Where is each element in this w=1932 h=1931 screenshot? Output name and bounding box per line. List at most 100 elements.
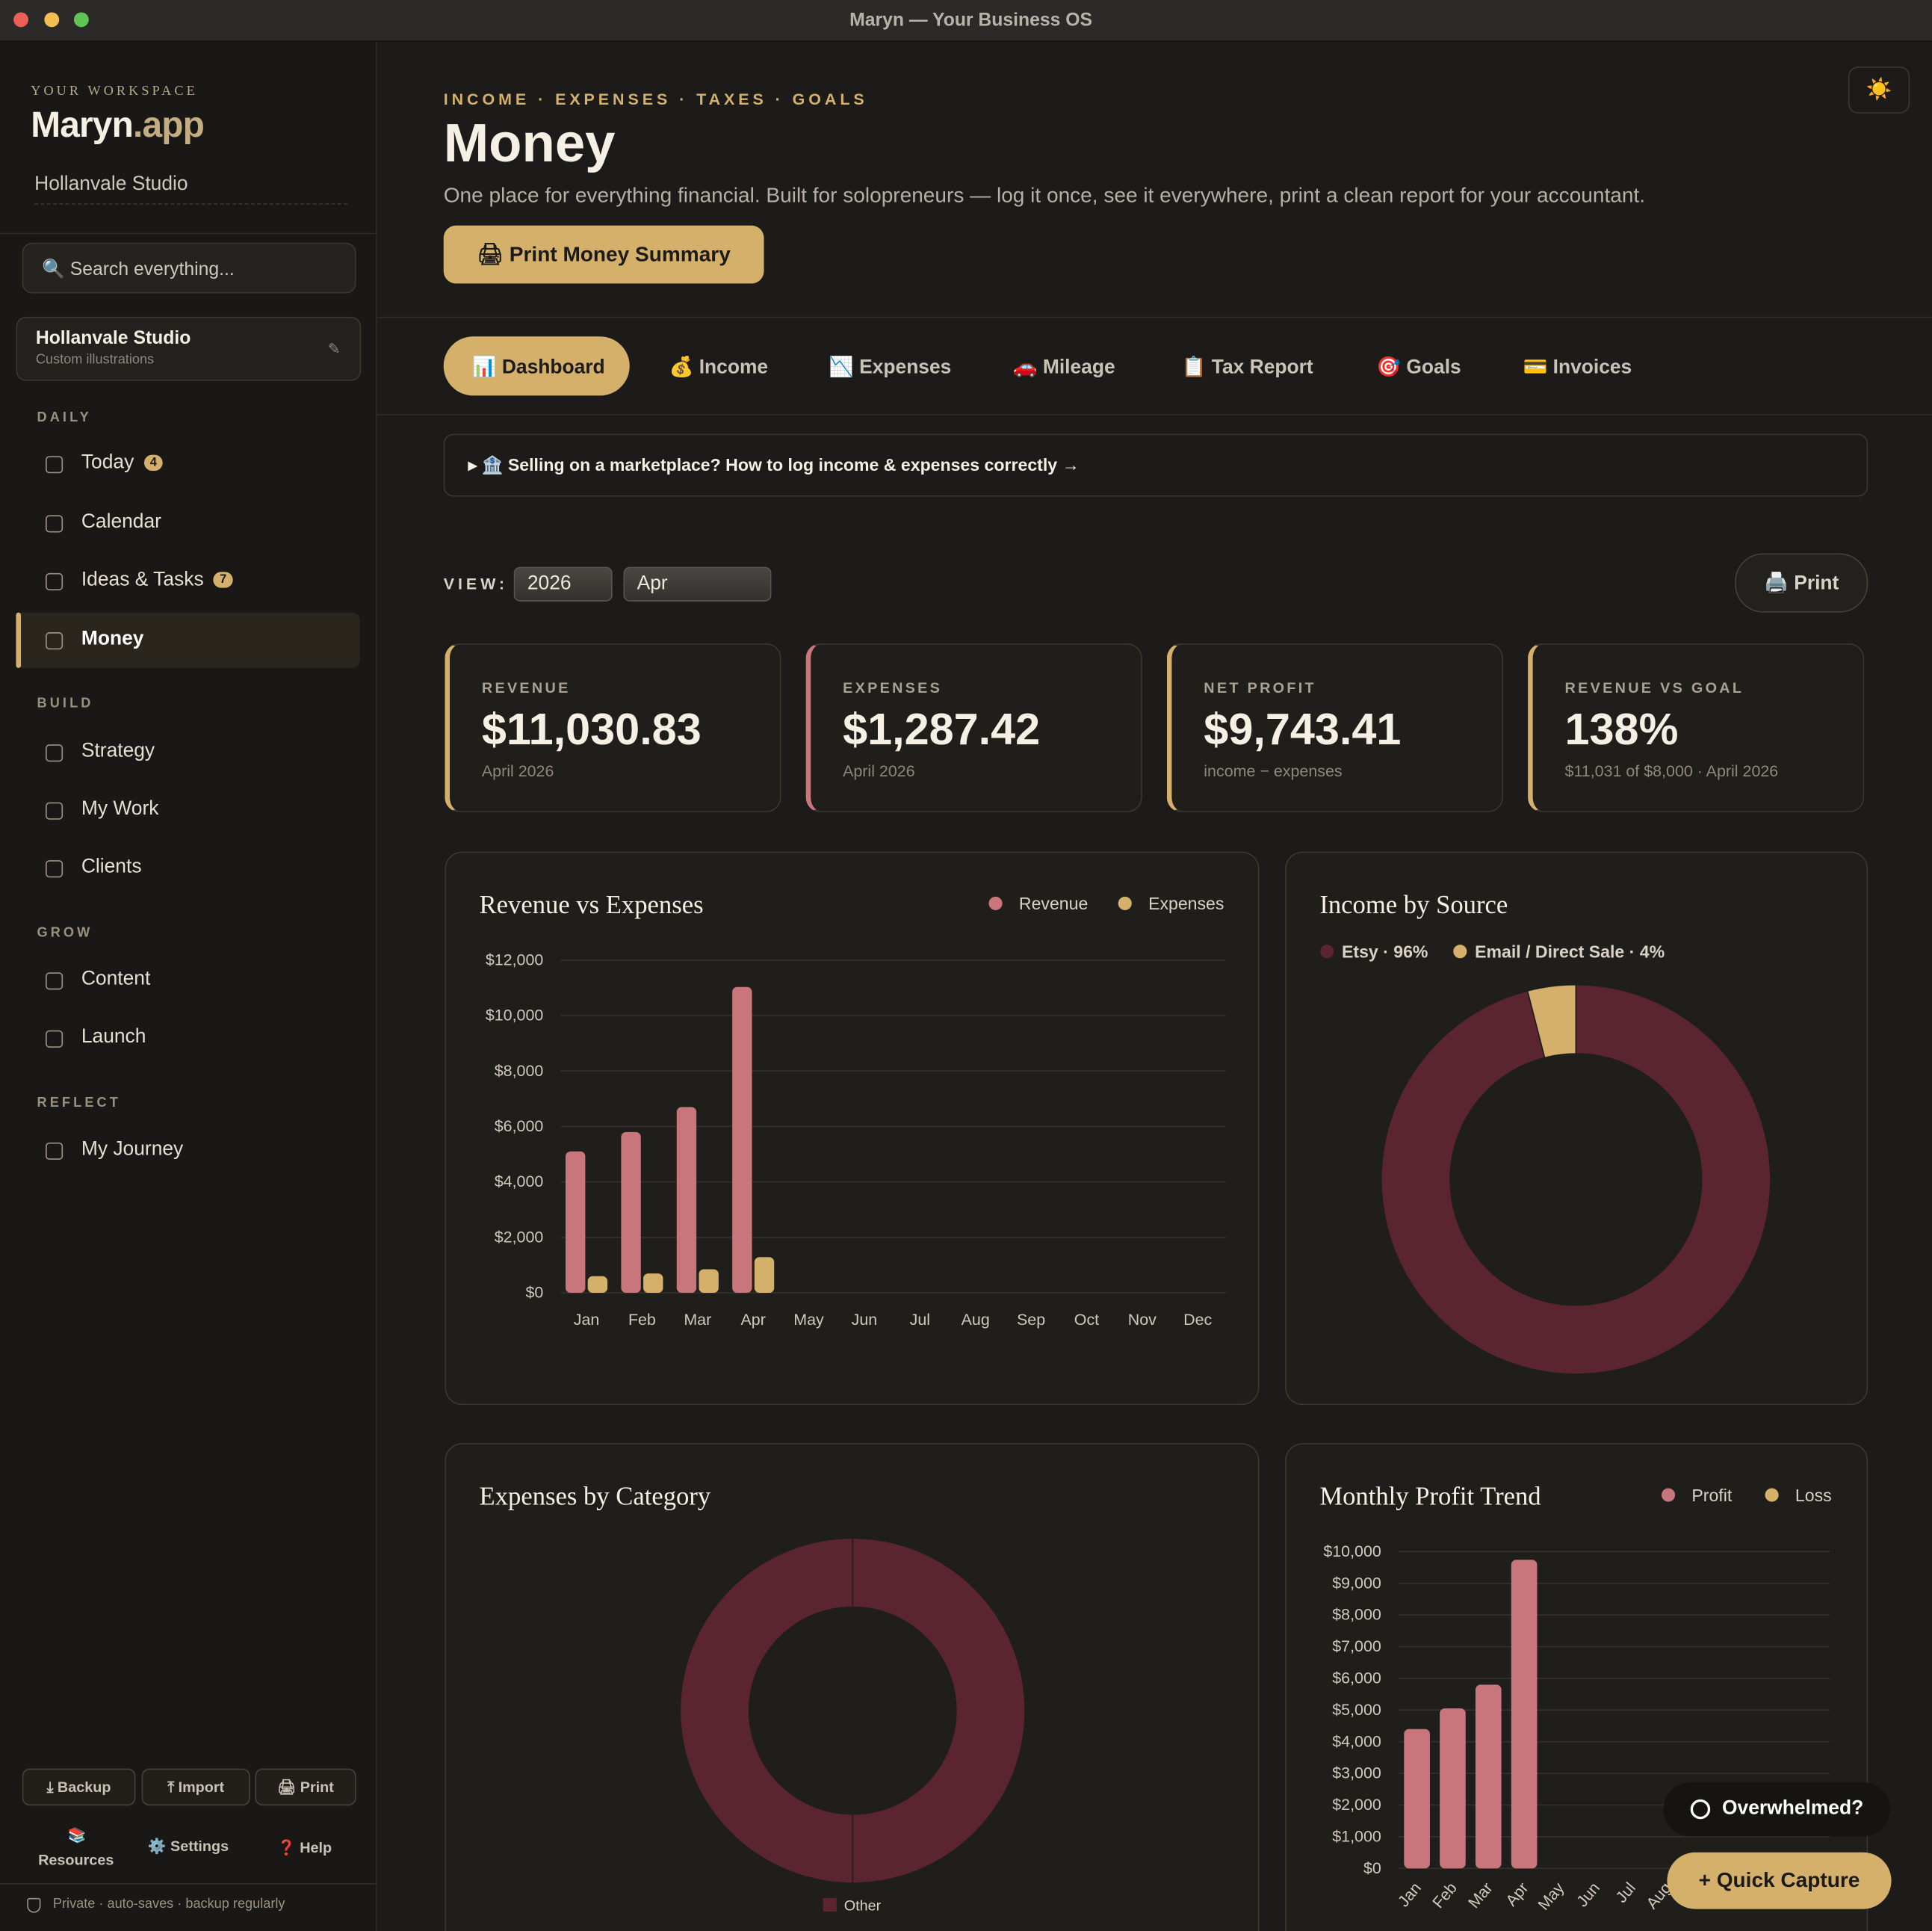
help-link[interactable]: ❓ Help [277,1838,332,1856]
y-tick-label: $9,000 [1332,1574,1381,1592]
title-bar [0,0,1932,43]
nav-item[interactable]: My Work [81,798,159,820]
active-item-bar [16,612,22,668]
nav-item[interactable]: Strategy [81,741,155,762]
import-button[interactable]: ⤒ Import [141,1768,250,1806]
y-tick-label: $0 [1363,1859,1381,1877]
account-switcher[interactable] [16,316,362,381]
donut-slice [679,1537,1026,1884]
nav-icon [46,1142,64,1160]
card-label: NET PROFIT [1204,679,1316,696]
card-value: $1,287.42 [843,703,1041,755]
workspace-name: Hollanvale Studio [34,173,188,195]
section-label: GROW [37,925,93,941]
legend-swatch [1453,945,1467,959]
page-title: Money [443,113,616,174]
divider [0,1883,377,1885]
donut-slice [1526,983,1577,1059]
nav-icon [46,632,64,650]
bar [732,986,752,1294]
legend-label: Expenses [1148,894,1224,913]
year-select[interactable]: 2026 [513,566,613,602]
notice-text: ▸ 🏦 Selling on a marketplace? How to log… [468,454,1080,475]
nav-icon [46,515,64,533]
chart-title: Expenses by Category [480,1483,711,1511]
nav-item[interactable]: Ideas & Tasks 7 [81,569,233,592]
nav-icon [46,572,64,590]
nav-item[interactable]: Today 4 [81,452,164,475]
close-button[interactable] [13,12,28,28]
x-tick-label: Feb [628,1311,656,1329]
tab[interactable]: 📋 Tax Report [1181,357,1313,379]
tab[interactable]: 💳 Invoices [1523,357,1632,379]
notice-box[interactable] [443,433,1868,497]
settings-link[interactable]: ⚙️ Settings [147,1838,229,1856]
shield-icon [27,1897,41,1913]
page-subtitle: One place for everything financial. Buil… [443,183,1646,208]
chart-card [1285,1443,1868,1931]
chart-title: Monthly Profit Trend [1319,1483,1541,1511]
tab[interactable]: 💰 Income [669,357,769,379]
nav-item[interactable]: Content [81,968,151,990]
nav-icon [46,456,64,474]
legend-label: Email / Direct Sale · 4% [1475,942,1665,961]
tab[interactable]: 📊 Dashboard [471,357,605,379]
x-tick-label: May [1535,1879,1568,1914]
nav-icon [46,802,64,820]
y-tick-label: $2,000 [495,1228,544,1246]
zoom-button[interactable] [73,12,89,28]
tab[interactable]: 📉 Expenses [829,357,952,379]
nav-item[interactable]: Calendar [81,511,161,533]
search-box[interactable] [22,242,356,294]
alert-icon [1690,1799,1710,1820]
x-tick-label: Nov [1128,1311,1157,1329]
tab[interactable]: 🚗 Mileage [1012,357,1115,379]
card-value: $9,743.41 [1204,703,1402,755]
card-label: REVENUE VS GOAL [1564,679,1744,696]
brand-suffix: .app [132,105,205,146]
print-dashboard-button[interactable]: 🖨️ Print [1735,553,1868,613]
y-tick-label: $2,000 [1332,1796,1381,1814]
print-button[interactable]: 🖨 Print [255,1768,356,1806]
edit-icon[interactable]: ✎ [327,340,341,358]
quick-capture-button[interactable]: + Quick Capture [1667,1852,1892,1909]
tab[interactable]: 🎯 Goals [1376,357,1461,379]
bar [1475,1684,1502,1869]
month-select[interactable]: Apr [623,566,772,602]
y-tick-label: $3,000 [1332,1764,1381,1782]
backup-button[interactable]: ⤓ Backup [22,1768,136,1806]
legend-label: Etsy · 96% [1342,942,1428,961]
card-sub: $11,031 of $8,000 · April 2026 [1564,761,1779,780]
nav-icon [46,1030,64,1048]
nav-item[interactable]: Clients [81,856,142,878]
bar [1511,1560,1538,1869]
privacy-note: Private · auto-saves · backup regularly [52,1897,285,1912]
card-sub: April 2026 [843,761,915,780]
eyebrow: INCOME · EXPENSES · TAXES · GOALS [443,90,868,109]
card-sub: April 2026 [481,761,554,780]
brand-name: Maryn [31,105,134,146]
legend-label: Profit [1691,1486,1732,1505]
nav-item[interactable]: Money [81,628,144,650]
x-tick-label: Jun [852,1311,878,1329]
resources-link[interactable]: Resources [38,1851,114,1869]
kpi-card: REVENUE $11,030.83 April 2026 [445,643,781,812]
legend-swatch [823,1897,837,1912]
resources-icon: 📚 [67,1826,87,1844]
card-value: $11,030.83 [481,703,702,755]
view-label: VIEW: [443,574,509,593]
nav-item[interactable]: Launch [81,1026,146,1048]
y-tick-label: $8,000 [1332,1606,1381,1624]
section-label: BUILD [37,696,94,711]
x-tick-label: Jan [574,1311,600,1329]
x-tick-label: Apr [741,1311,766,1329]
minimize-button[interactable] [44,12,60,28]
y-tick-label: $7,000 [1332,1637,1381,1655]
nav-item[interactable]: My Journey [81,1138,184,1160]
print-summary-button[interactable]: 🖨 Print Money Summary [443,225,764,284]
overwhelmed-button[interactable]: Overwhelmed? [1663,1782,1890,1837]
account-name: Hollanvale Studio [35,327,191,349]
legend-swatch [988,896,1003,910]
theme-toggle[interactable]: ☀️ [1848,67,1910,114]
